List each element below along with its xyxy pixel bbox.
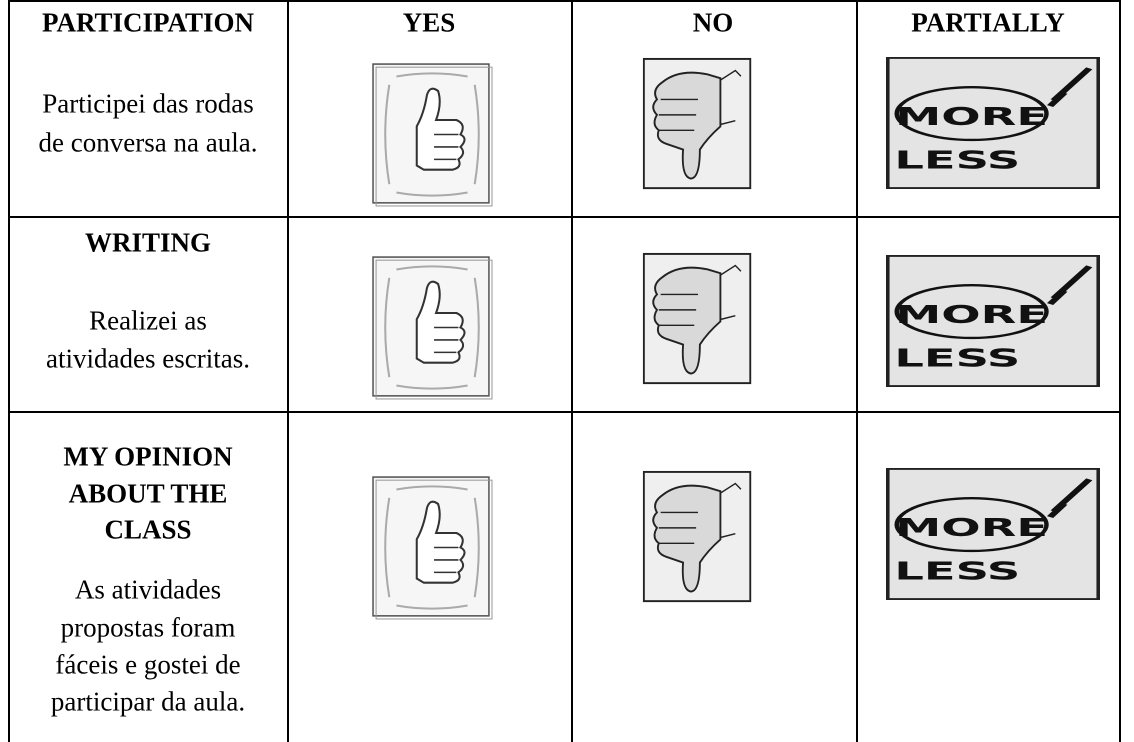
cell-border bbox=[287, 0, 289, 742]
icon-text: LESS bbox=[894, 344, 1020, 372]
row-text: atividades escritas. bbox=[46, 343, 250, 374]
cell-border bbox=[8, 0, 1121, 2]
more-less-icon: MORE LESS bbox=[886, 255, 1100, 387]
icon-text: MORE bbox=[895, 102, 1048, 130]
row-text: participar da aula. bbox=[50, 686, 246, 717]
more-less-icon: MORE LESS bbox=[886, 468, 1100, 600]
more-less-icon: MORE LESS bbox=[886, 57, 1100, 189]
cell-border bbox=[1119, 0, 1121, 742]
row-title: ABOUT THE bbox=[68, 478, 228, 509]
row-text: Participei das rodas bbox=[42, 88, 254, 119]
thumbs-up-icon bbox=[372, 476, 493, 620]
cell-border bbox=[571, 0, 573, 742]
cell-border bbox=[856, 0, 858, 742]
row-title: MY OPINION bbox=[63, 441, 233, 472]
cell-border bbox=[8, 411, 1121, 413]
row-title: PARTICIPATION bbox=[41, 7, 255, 38]
icon-text: LESS bbox=[894, 557, 1020, 585]
cell-border bbox=[8, 0, 10, 742]
thumbs-up-icon bbox=[372, 256, 493, 400]
row-text: fáceis e gostei de bbox=[55, 649, 241, 680]
row-text: Realizei as bbox=[89, 305, 207, 336]
row-text: de conversa na aula. bbox=[38, 127, 258, 158]
cell-border bbox=[8, 216, 1121, 218]
icon-text: MORE bbox=[895, 300, 1048, 328]
thumbs-down-icon bbox=[642, 57, 752, 190]
row-title: WRITING bbox=[84, 227, 212, 258]
column-header: PARTIALLY bbox=[911, 7, 1065, 38]
thumbs-down-icon bbox=[642, 470, 752, 603]
column-header: YES bbox=[402, 7, 456, 38]
thumbs-down-icon bbox=[642, 252, 752, 385]
row-text: As atividades bbox=[74, 574, 222, 605]
icon-text: MORE bbox=[895, 513, 1048, 541]
column-header: NO bbox=[692, 7, 734, 38]
row-text: propostas foram bbox=[60, 612, 236, 643]
icon-text: LESS bbox=[894, 146, 1020, 174]
thumbs-up-icon bbox=[372, 63, 493, 207]
row-title: CLASS bbox=[104, 514, 192, 545]
